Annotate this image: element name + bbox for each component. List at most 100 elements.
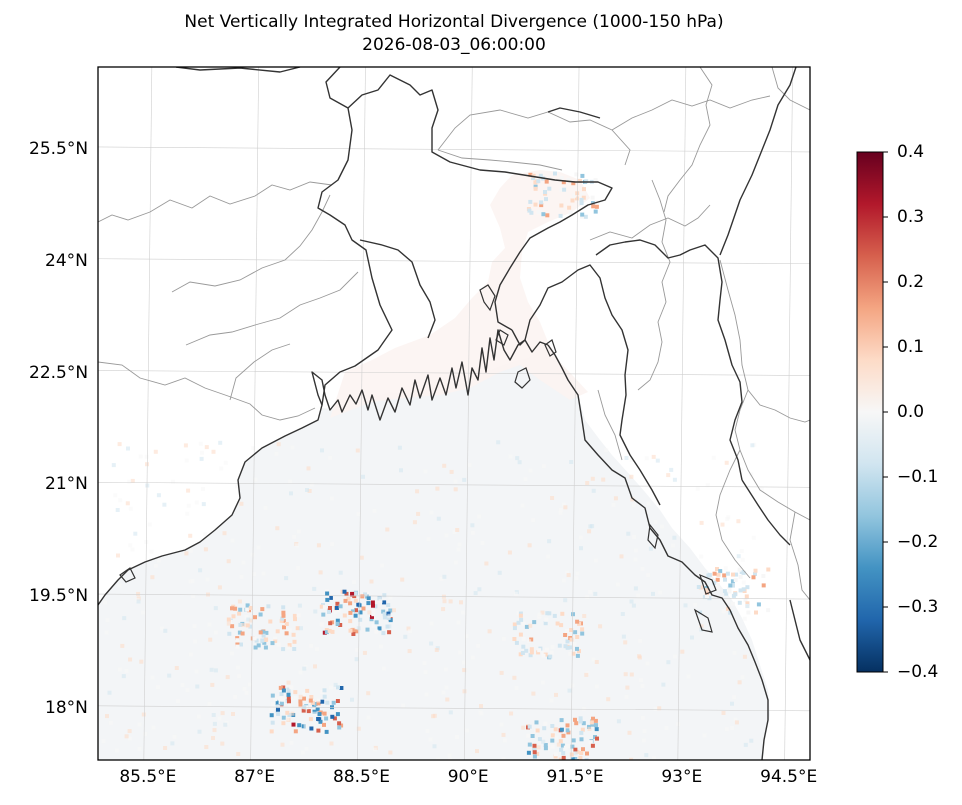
divergence-cell — [443, 667, 448, 672]
divergence-cell — [534, 720, 539, 725]
divergence-cell — [535, 751, 540, 756]
divergence-cell — [447, 753, 452, 758]
divergence-cell — [728, 610, 733, 615]
divergence-cell — [269, 729, 274, 734]
divergence-cell — [320, 729, 325, 734]
divergence-cell — [479, 704, 483, 709]
divergence-cell — [293, 617, 297, 622]
divergence-cell — [655, 458, 660, 463]
divergence-cell — [322, 694, 327, 699]
divergence-cell — [745, 585, 750, 590]
india-bangladesh-border-south — [359, 239, 436, 339]
divergence-cell — [301, 708, 306, 713]
divergence-cell — [194, 500, 199, 505]
divergence-cell — [629, 672, 634, 677]
divergence-cell — [388, 595, 393, 600]
divergence-cell — [423, 469, 428, 474]
divergence-cell — [704, 592, 709, 597]
divergence-cell — [456, 620, 461, 625]
divergence-cell — [382, 615, 387, 620]
divergence-cell — [371, 623, 376, 628]
divergence-cell — [580, 727, 585, 732]
divergence-cell — [200, 450, 204, 455]
divergence-cell — [666, 660, 671, 665]
divergence-cell — [293, 695, 298, 700]
divergence-cell — [464, 634, 469, 639]
divergence-cell — [644, 456, 649, 461]
divergence-cell — [705, 483, 710, 488]
divergence-cell — [761, 574, 766, 578]
divergence-cell — [220, 711, 225, 716]
nepal-border — [175, 67, 301, 73]
divergence-cell — [403, 634, 408, 639]
divergence-cell — [638, 638, 643, 643]
divergence-cell — [569, 752, 574, 757]
divergence-cell — [754, 610, 758, 615]
divergence-cell — [593, 558, 598, 563]
colorbar-tick-label: −0.1 — [897, 467, 939, 487]
divergence-cell — [353, 591, 358, 596]
divergence-cell — [529, 637, 534, 642]
india-bangladesh-border-east — [347, 74, 613, 331]
divergence-cell — [749, 738, 754, 743]
divergence-cell — [583, 214, 588, 219]
coastline-east — [547, 344, 769, 760]
divergence-cell — [124, 668, 129, 673]
divergence-cell — [374, 620, 379, 625]
divergence-cell — [723, 577, 727, 582]
colorbar-tick-label: 0.0 — [897, 402, 925, 422]
divergence-cell — [138, 454, 143, 459]
divergence-cell — [629, 599, 634, 604]
divergence-cell — [646, 501, 651, 506]
divergence-cell — [512, 675, 517, 680]
divergence-cell — [270, 693, 275, 698]
bangladesh-myanmar-border — [511, 264, 661, 506]
divergence-cell — [727, 586, 732, 591]
divergence-cell — [287, 628, 292, 633]
divergence-cell — [370, 614, 374, 619]
divergence-cell — [480, 541, 485, 545]
divergence-cell — [371, 603, 375, 608]
divergence-cell — [371, 609, 376, 613]
divergence-cell — [577, 178, 582, 183]
divergence-cell — [535, 728, 540, 733]
divergence-cell — [284, 576, 289, 581]
divergence-cell — [470, 523, 475, 528]
divergence-cell — [563, 505, 568, 510]
divergence-cell — [286, 692, 291, 697]
divergence-cell — [479, 711, 484, 716]
divergence-cell — [539, 200, 544, 205]
divergence-cell — [578, 719, 583, 724]
divergence-cell — [477, 587, 482, 592]
divergence-cell — [571, 738, 576, 743]
divergence-cell — [353, 598, 358, 603]
divergence-cell — [567, 688, 572, 693]
divergence-cell — [342, 589, 347, 594]
divergence-cell — [512, 637, 517, 641]
divergence-cell — [574, 721, 579, 726]
divergence-cell — [162, 502, 167, 507]
divergence-cell — [273, 696, 278, 701]
divergence-cell — [408, 629, 413, 634]
divergence-cell — [263, 505, 268, 510]
divergence-cell — [320, 699, 325, 704]
divergence-cell — [745, 604, 750, 609]
china-border — [719, 67, 797, 256]
divergence-cell — [581, 721, 586, 726]
divergence-cell — [307, 489, 312, 493]
divergence-cell — [645, 661, 650, 666]
divergence-cell — [241, 623, 246, 628]
divergence-cell — [724, 727, 729, 732]
divergence-cell — [653, 707, 658, 711]
divergence-cell — [738, 588, 743, 593]
divergence-cell — [171, 479, 175, 484]
colorbar-tick-label: 0.1 — [897, 337, 925, 357]
divergence-cell — [296, 613, 301, 618]
divergence-cell — [250, 552, 255, 557]
divergence-cell — [348, 610, 353, 615]
divergence-cell — [401, 703, 406, 708]
divergence-cell — [334, 606, 339, 610]
divergence-cell — [266, 604, 271, 609]
divergence-cell — [746, 610, 751, 615]
divergence-cell — [313, 702, 318, 706]
